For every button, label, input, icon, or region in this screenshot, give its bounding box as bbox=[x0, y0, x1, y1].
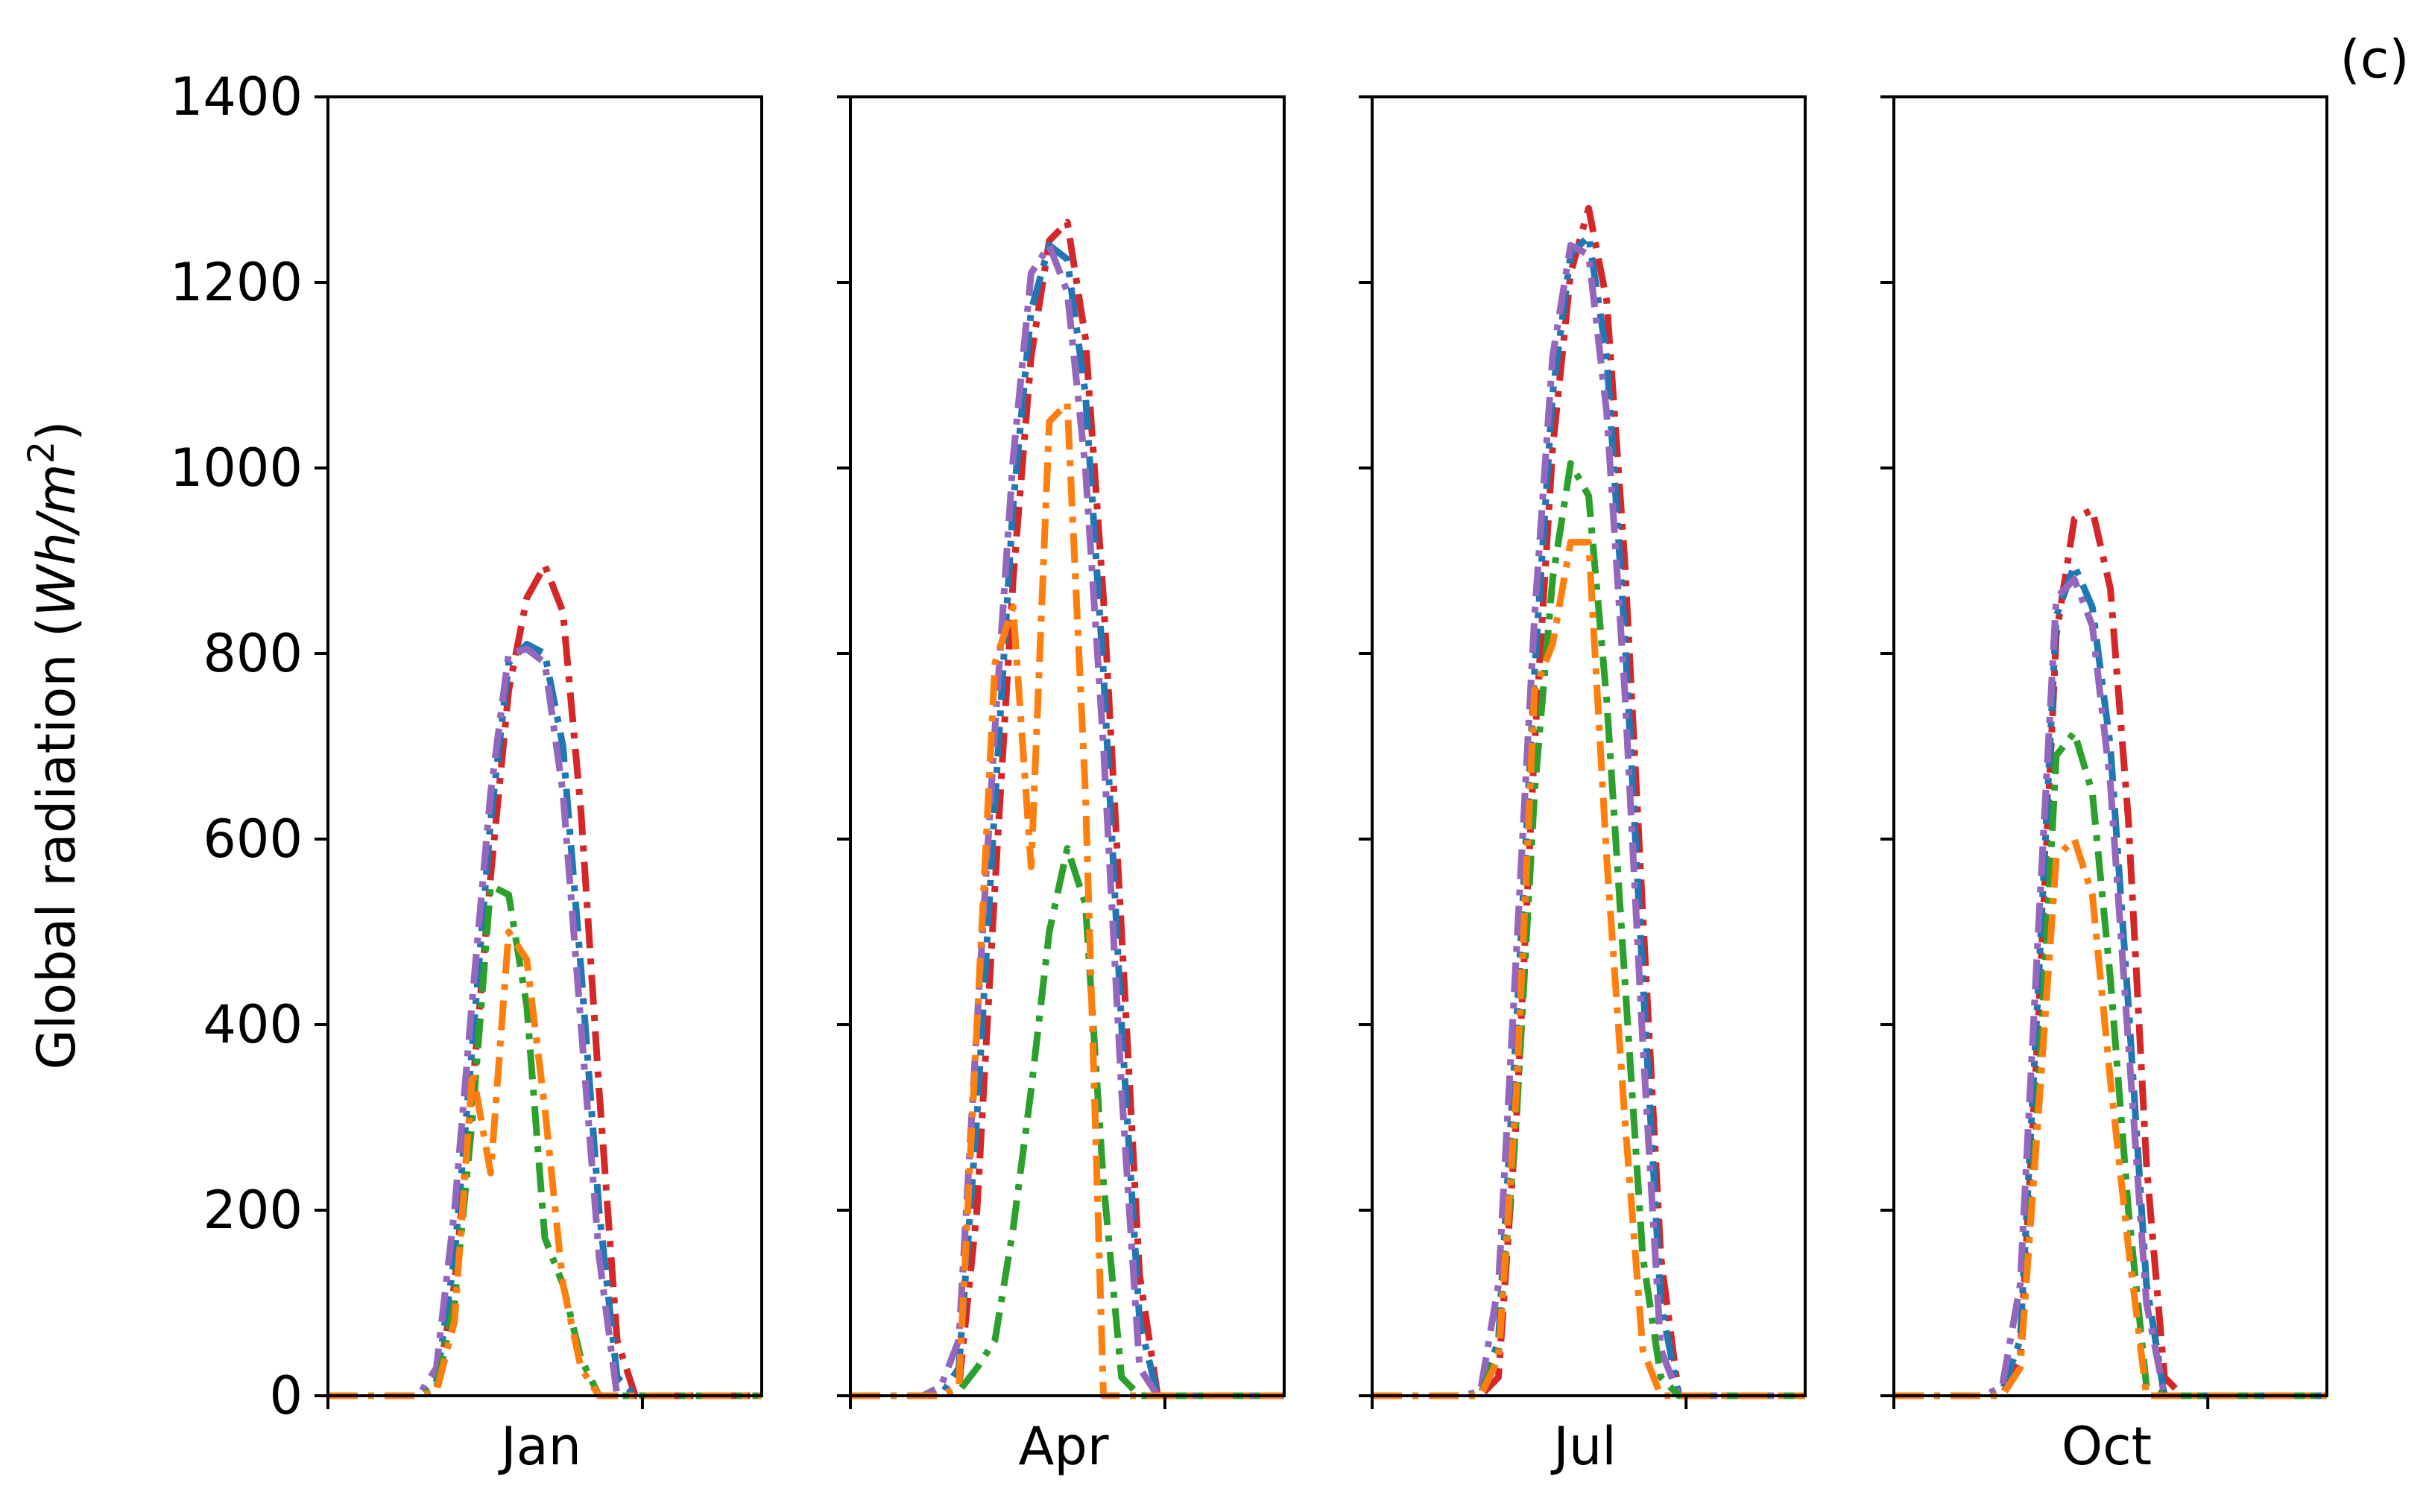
series-line-5 bbox=[1894, 835, 2327, 1399]
axes-frame bbox=[326, 95, 763, 1397]
x-axis-label: Apr bbox=[1018, 1416, 1108, 1477]
y-tick-label: 400 bbox=[203, 994, 303, 1055]
axes-frame bbox=[1892, 95, 2328, 1397]
panel-label: (c) bbox=[2340, 29, 2409, 90]
x-axis-label: Oct bbox=[2062, 1416, 2152, 1477]
series-line-1 bbox=[328, 562, 762, 1399]
series-line-4 bbox=[850, 845, 1284, 1399]
series-line-4 bbox=[328, 882, 762, 1399]
y-tick-label: 1000 bbox=[170, 437, 303, 499]
y-axis-label-exponent: 2 bbox=[21, 441, 63, 464]
chart-panel-oct: Oct bbox=[1880, 95, 2328, 1477]
series-line-3 bbox=[328, 645, 762, 1399]
y-tick-label: 0 bbox=[269, 1365, 303, 1426]
y-axis-label-suffix: ) bbox=[26, 421, 87, 441]
series-line-3 bbox=[850, 241, 1284, 1399]
y-tick-label: 600 bbox=[203, 809, 303, 870]
x-axis-label: Jan bbox=[498, 1416, 581, 1477]
series-line-3 bbox=[1372, 241, 1805, 1399]
series-line-5 bbox=[328, 929, 762, 1399]
y-tick-label: 1400 bbox=[170, 66, 303, 127]
y-tick-label: 1200 bbox=[170, 252, 303, 313]
series-line-2 bbox=[850, 241, 1284, 1399]
y-tick-label: 800 bbox=[203, 623, 303, 684]
series-line-4 bbox=[1372, 460, 1805, 1399]
y-axis-label: Global radiation (Wh/m2) bbox=[21, 421, 87, 1070]
series-line-1 bbox=[850, 218, 1284, 1399]
series-line-2 bbox=[328, 641, 762, 1399]
x-axis-label: Jul bbox=[1550, 1416, 1616, 1477]
axes-frame bbox=[1371, 95, 1807, 1397]
chart-panel-jul: Jul bbox=[1359, 95, 1807, 1477]
chart-panel-apr: Apr bbox=[837, 95, 1286, 1477]
series-line-5 bbox=[850, 399, 1284, 1399]
y-axis-label-unit: Wh/m bbox=[26, 464, 87, 616]
series-line-2 bbox=[1372, 233, 1805, 1399]
chart-panel-jan: 0 200 400 600 800 1000 1200 1400 Jan bbox=[170, 66, 763, 1477]
y-axis-label-prefix: Global radiation ( bbox=[26, 617, 87, 1070]
series-line-1 bbox=[1372, 204, 1805, 1399]
y-tick-label: 200 bbox=[203, 1180, 303, 1241]
series-line-5 bbox=[1372, 539, 1805, 1399]
axes-frame bbox=[849, 95, 1286, 1397]
